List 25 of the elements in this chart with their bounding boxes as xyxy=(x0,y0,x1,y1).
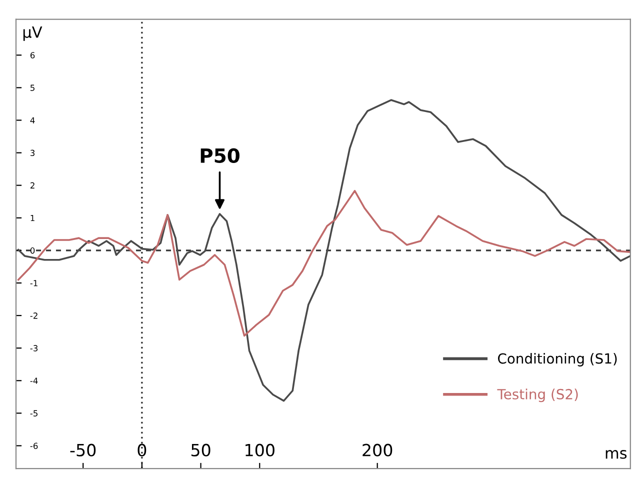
y-tick-label: 3 xyxy=(30,150,35,156)
x-tick-label: 200 xyxy=(362,444,392,456)
y-tick-label: 2 xyxy=(30,182,34,188)
y-tick-label: 0 xyxy=(30,247,35,254)
y-axis-title: μV xyxy=(23,26,42,41)
y-tick-label: 4 xyxy=(30,117,35,124)
y-tick-label: -6 xyxy=(30,442,38,450)
y-tick-label: 6 xyxy=(30,52,35,58)
legend-label: Testing (S2) xyxy=(497,388,578,402)
y-tick-label: -5 xyxy=(30,410,38,416)
x-tick-label: -50 xyxy=(70,444,96,456)
y-tick-label: 5 xyxy=(30,84,34,91)
x-tick-label: 100 xyxy=(246,444,274,456)
y-tick-label: -1 xyxy=(30,280,38,286)
x-axis-title: ms xyxy=(606,450,627,459)
y-tick-label: -4 xyxy=(30,378,38,384)
y-tick-label: 1 xyxy=(30,214,34,222)
legend-label: Conditioning (S1) xyxy=(498,353,617,366)
x-tick-label: 50 xyxy=(191,444,210,456)
y-tick-label: -2 xyxy=(30,312,38,319)
annotation: P50 xyxy=(200,148,240,163)
y-tick-label: -3 xyxy=(30,345,38,352)
x-tick-label: 0 xyxy=(138,444,146,456)
line-series xyxy=(17,99,630,402)
line-series xyxy=(17,190,630,337)
